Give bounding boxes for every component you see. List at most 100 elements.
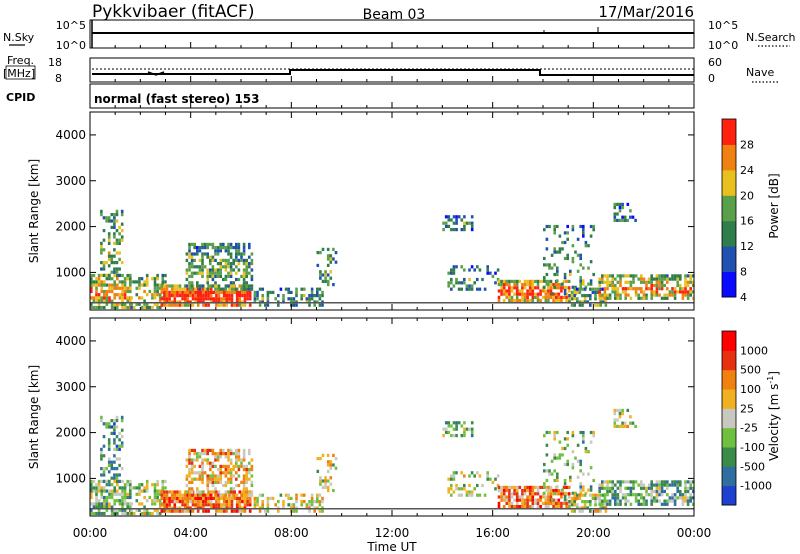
velocity-echo-cell <box>295 500 298 504</box>
velocity-echo-cell <box>658 493 661 497</box>
velocity-echo-cell <box>626 408 630 412</box>
velocity-echo-cell <box>515 501 519 505</box>
velocity-echo-cell <box>207 503 210 507</box>
power-echo-cell <box>544 292 548 296</box>
velocity-echo-cell <box>576 475 580 479</box>
velocity-echo-cell <box>528 485 532 489</box>
power-echo-cell <box>245 268 248 272</box>
range-tick-1-2: 3000 <box>55 174 86 188</box>
velocity-echo-cell <box>316 457 320 461</box>
power-echo-cell <box>107 254 111 258</box>
power-echo-cell <box>95 280 98 284</box>
power-echo-cell <box>145 283 149 287</box>
power-colorbar-tick-3: 16 <box>740 215 754 228</box>
power-echo-cell <box>163 303 166 307</box>
power-echo-cell <box>510 279 514 283</box>
power-echo-cell <box>629 215 632 219</box>
velocity-echo-cell <box>110 419 114 423</box>
velocity-echo-cell <box>290 503 293 507</box>
velocity-echo-cell <box>547 501 550 505</box>
power-echo-cell <box>523 295 527 299</box>
power-echo-cell <box>274 297 277 301</box>
velocity-echo-cell <box>567 495 571 499</box>
velocity-echo-cell <box>563 498 567 502</box>
velocity-echo-cell <box>616 480 620 484</box>
velocity-echo-cell <box>113 438 116 442</box>
velocity-echo-cell <box>508 495 511 499</box>
velocity-echo-cell <box>560 505 563 509</box>
nsky-label: N.Sky <box>3 31 35 44</box>
velocity-echo-cell <box>118 508 122 512</box>
velocity-echo-cell <box>202 503 205 507</box>
velocity-echo-cell <box>308 509 311 513</box>
velocity-echo-cell <box>242 487 246 491</box>
power-echo-cell <box>212 297 216 301</box>
velocity-echo-cell <box>478 474 482 478</box>
power-echo-cell <box>611 290 614 294</box>
velocity-echo-cell <box>242 493 246 497</box>
power-colorbar-tick-4: 12 <box>740 240 754 253</box>
velocity-echo-cell <box>531 498 535 502</box>
power-echo-cell <box>557 286 561 290</box>
power-echo-cell <box>107 235 111 239</box>
power-echo-cell <box>611 274 614 278</box>
power-echo-cell <box>143 299 146 303</box>
velocity-echo-cell <box>118 486 122 490</box>
power-echo-cell <box>645 287 648 291</box>
power-echo-cell <box>545 272 549 277</box>
velocity-echo-cell <box>554 498 558 502</box>
power-echo-cell <box>570 297 574 301</box>
power-echo-cell <box>92 280 96 284</box>
power-echo-cell <box>576 269 580 273</box>
velocity-echo-cell <box>143 505 146 509</box>
power-echo-cell <box>673 290 677 294</box>
velocity-echo-cell <box>549 489 553 493</box>
velocity-echo-cell <box>536 492 540 496</box>
velocity-echo-cell <box>468 483 471 488</box>
velocity-echo-cell <box>534 492 537 496</box>
velocity-echo-cell <box>521 505 524 509</box>
power-echo-cell <box>228 287 231 291</box>
power-echo-cell <box>689 274 692 278</box>
velocity-echo-cell <box>261 503 264 507</box>
power-echo-cell <box>199 290 203 294</box>
velocity-echo-cell <box>608 489 612 494</box>
velocity-echo-cell <box>196 493 200 497</box>
velocity-echo-cell <box>496 474 500 478</box>
velocity-echo-cell <box>470 427 474 431</box>
power-echo-cell <box>240 258 243 262</box>
velocity-echo-cell <box>692 480 695 484</box>
velocity-echo-cell <box>447 487 450 491</box>
velocity-echo-cell <box>603 499 607 503</box>
power-echo-cell <box>589 297 592 301</box>
power-echo-cell <box>209 294 213 298</box>
velocity-echo-cell <box>196 458 199 462</box>
power-echo-cell <box>237 249 241 253</box>
velocity-echo-cell <box>242 458 246 462</box>
power-echo-cell <box>486 271 489 275</box>
power-echo-cell <box>118 273 121 277</box>
velocity-echo-cell <box>198 464 202 468</box>
power-echo-cell <box>491 274 495 278</box>
velocity-echo-cell <box>126 483 129 487</box>
power-echo-cell <box>103 296 106 300</box>
power-echo-cell <box>547 286 550 290</box>
power-echo-cell <box>541 295 545 299</box>
power-echo-cell <box>203 287 207 291</box>
power-echo-cell <box>100 251 103 255</box>
velocity-echo-cell <box>90 502 93 506</box>
power-echo-cell <box>110 299 114 303</box>
velocity-echo-cell <box>647 486 651 490</box>
velocity-echo-cell <box>242 483 246 488</box>
power-echo-cell <box>478 287 482 291</box>
power-echo-cell <box>481 277 484 282</box>
power-echo-cell <box>108 283 111 287</box>
velocity-echo-cell <box>232 490 235 494</box>
velocity-echo-cell <box>552 498 555 502</box>
velocity-echo-cell <box>245 474 248 478</box>
power-echo-cell <box>216 262 220 266</box>
velocity-echo-cell <box>623 424 627 428</box>
power-echo-cell <box>97 283 101 287</box>
velocity-echo-cell <box>211 452 215 456</box>
velocity-echo-cell <box>248 503 252 507</box>
